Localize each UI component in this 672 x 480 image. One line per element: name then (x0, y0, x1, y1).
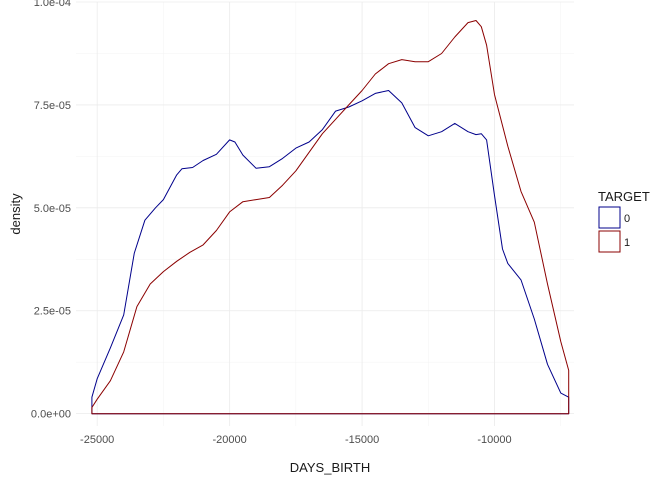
legend-label-1: 1 (624, 237, 630, 249)
y-axis-tick-labels: 0.0e+00 2.5e-05 5.0e-05 7.5e-05 1.0e-04 (31, 0, 71, 421)
legend-key-1 (598, 230, 621, 253)
x-axis-tick-labels: -25000 -20000 -15000 -10000 (80, 434, 512, 446)
y-tick-label: 2.5e-05 (34, 306, 71, 318)
legend-key-0 (598, 206, 621, 229)
x-tick-label: -10000 (477, 434, 511, 446)
y-axis-title: density (8, 193, 23, 235)
x-tick-label: -20000 (213, 434, 247, 446)
y-tick-label: 1.0e-04 (34, 0, 71, 9)
density-curve-1 (91, 20, 570, 415)
y-tick-label: 7.5e-05 (34, 100, 71, 112)
x-axis-title: DAYS_BIRTH (290, 460, 370, 475)
y-tick-label: 5.0e-05 (34, 203, 71, 215)
x-tick-label: -15000 (345, 434, 379, 446)
density-curve-0 (91, 90, 570, 415)
legend-title: TARGET (598, 189, 650, 204)
y-tick-label: 0.0e+00 (31, 409, 71, 421)
legend-label-0: 0 (624, 213, 630, 225)
x-tick-label: -25000 (80, 434, 114, 446)
legend: TARGET 0 1 (598, 189, 650, 253)
density-curves (91, 20, 570, 415)
